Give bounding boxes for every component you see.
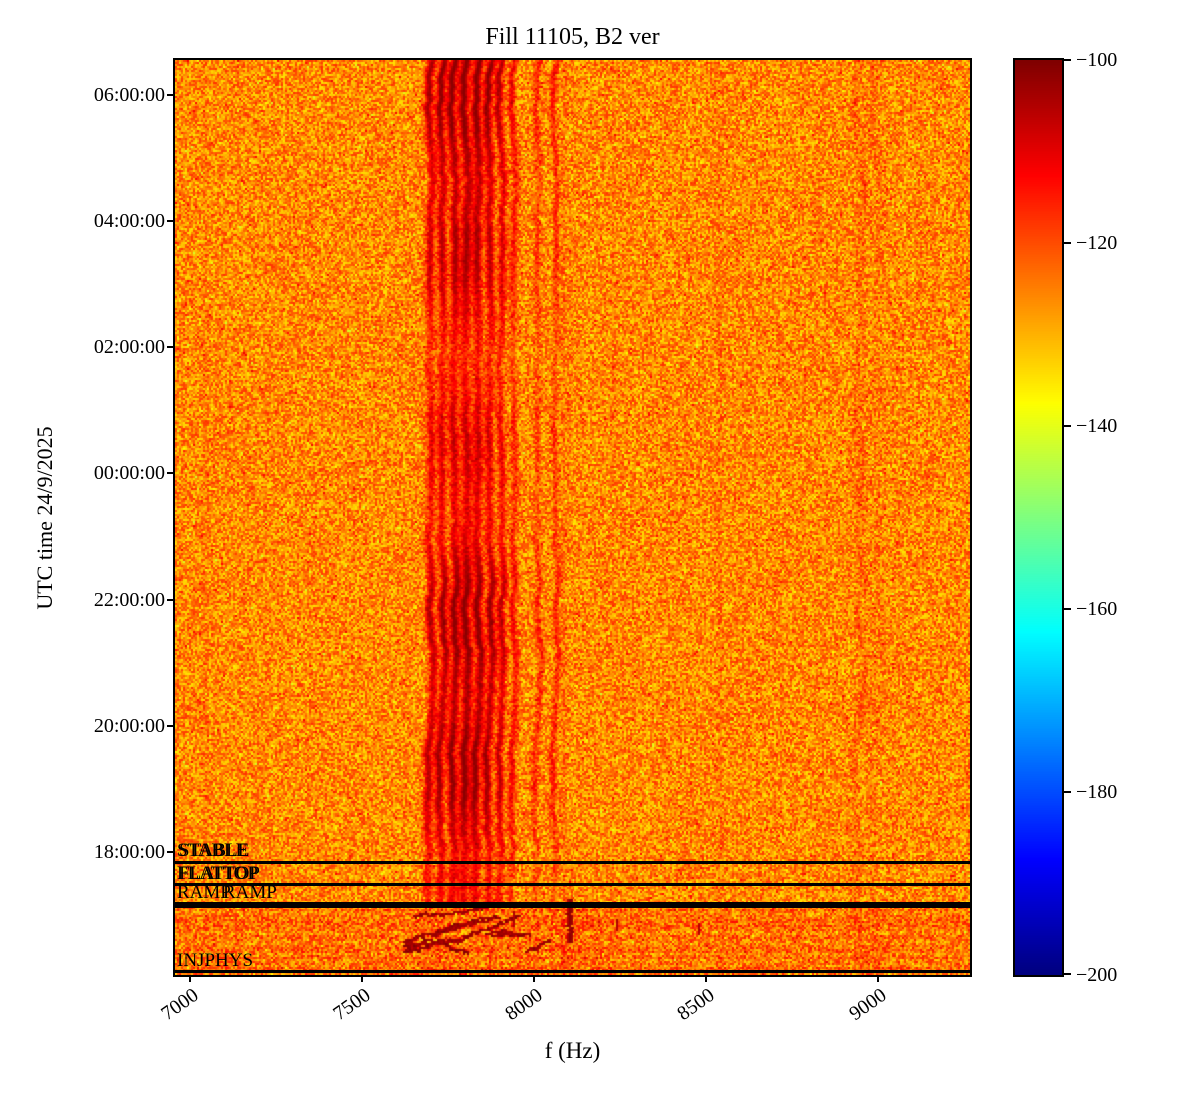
- y-tick-label: 18:00:00: [93, 841, 165, 863]
- beam-mode-line-ramp: [175, 902, 970, 908]
- y-tick-label: 20:00:00: [93, 715, 165, 737]
- beam-mode-label: RAMP: [223, 882, 277, 903]
- y-axis-label: UTC time 24/9/2025: [32, 426, 57, 610]
- colorbar-tick-label: −140: [1076, 415, 1118, 437]
- x-axis-label: f (Hz): [544, 1038, 601, 1063]
- x-tick-mark: [705, 975, 707, 982]
- colorbar-tick-mark: [1062, 242, 1071, 244]
- beam-mode-label: FLATTOP: [177, 863, 258, 884]
- colorbar-frame: [1013, 58, 1064, 977]
- y-tick-mark: [167, 220, 174, 222]
- colorbar-gradient: [1015, 60, 1062, 975]
- beam-mode-label: STABLE: [177, 840, 248, 861]
- y-tick-label: 02:00:00: [93, 336, 165, 358]
- plot-frame: [173, 58, 972, 977]
- spectrogram-heatmap: [175, 60, 970, 975]
- beam-mode-line-injphys: [175, 970, 970, 973]
- colorbar-tick-label: −180: [1076, 781, 1118, 803]
- colorbar-tick-mark: [1062, 973, 1071, 975]
- colorbar-tick-mark: [1062, 791, 1071, 793]
- beam-mode-label: RAMP: [177, 882, 231, 903]
- y-tick-mark: [167, 346, 174, 348]
- x-tick-mark: [361, 975, 363, 982]
- y-tick-label: 04:00:00: [93, 210, 165, 232]
- y-tick-label: 22:00:00: [93, 589, 165, 611]
- colorbar-tick-mark: [1062, 425, 1071, 427]
- y-tick-mark: [167, 725, 174, 727]
- beam-mode-line-stable: [175, 861, 970, 864]
- plot-title: Fill 11105, B2 ver: [485, 24, 660, 50]
- y-tick-mark: [167, 599, 174, 601]
- y-tick-label: 00:00:00: [93, 462, 165, 484]
- colorbar-tick-mark: [1062, 608, 1071, 610]
- x-tick-mark: [189, 975, 191, 982]
- beam-mode-line-flattop: [175, 883, 970, 886]
- colorbar-tick-mark: [1062, 59, 1071, 61]
- colorbar-tick-label: −100: [1076, 49, 1118, 71]
- beam-mode-label: INJPHYS: [177, 950, 254, 971]
- colorbar-tick-label: −120: [1076, 232, 1118, 254]
- y-tick-label: 06:00:00: [93, 84, 165, 106]
- colorbar-tick-label: −160: [1076, 598, 1118, 620]
- y-tick-mark: [167, 94, 174, 96]
- x-tick-mark: [877, 975, 879, 982]
- y-tick-mark: [167, 851, 174, 853]
- colorbar-tick-label: −200: [1076, 964, 1118, 986]
- y-tick-mark: [167, 472, 174, 474]
- x-tick-mark: [533, 975, 535, 982]
